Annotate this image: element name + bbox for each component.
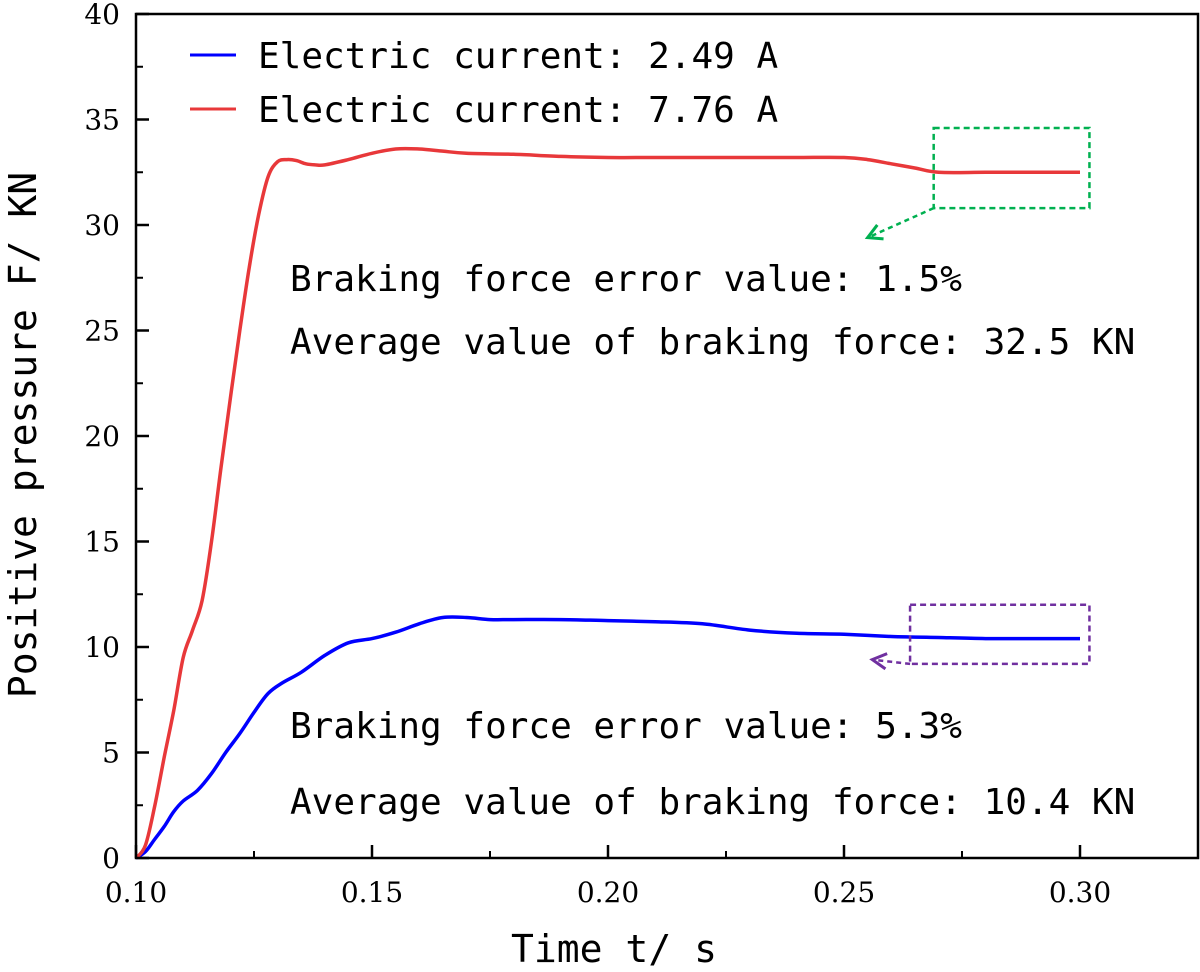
x-tick-label-4: 0.30 bbox=[1049, 876, 1111, 909]
highlight-boxes bbox=[864, 126, 1091, 671]
highlight-arrow-1 bbox=[872, 658, 911, 666]
x-axis-title: Time t/ s bbox=[511, 927, 717, 971]
legend-label-series-0: Electric current: 2.49 A bbox=[258, 36, 778, 77]
series-layer bbox=[134, 146, 1080, 860]
x-tick-label-2: 0.20 bbox=[577, 876, 639, 909]
highlight-arrowhead-1 bbox=[869, 652, 888, 671]
legend-label-series-1: Electric current: 7.76 A bbox=[258, 90, 778, 131]
series-line-1 bbox=[134, 146, 1080, 860]
y-tick-label-2: 10 bbox=[84, 631, 120, 664]
highlight-arrow-0 bbox=[867, 206, 935, 239]
annotation-blue-average: Average value of braking force: 10.4 KN bbox=[290, 782, 1135, 823]
y-tick-label-4: 20 bbox=[84, 420, 120, 453]
y-tick-label-0: 0 bbox=[102, 842, 120, 875]
annotation-red-average: Average value of braking force: 32.5 KN bbox=[290, 322, 1135, 363]
y-tick-label-6: 30 bbox=[84, 209, 120, 242]
annotation-blue-error: Braking force error value: 5.3% bbox=[290, 706, 962, 747]
annotation-red-error: Braking force error value: 1.5% bbox=[290, 259, 962, 300]
x-tick-label-3: 0.25 bbox=[813, 876, 875, 909]
y-tick-label-7: 35 bbox=[84, 104, 120, 137]
legend: Electric current: 2.49 A Electric curren… bbox=[190, 36, 778, 131]
y-tick-label-5: 25 bbox=[84, 315, 120, 348]
highlight-box-0 bbox=[932, 126, 1091, 210]
y-axis-title: Positive pressure F/ KN bbox=[1, 172, 45, 698]
highlight-box-1 bbox=[908, 603, 1091, 666]
y-tick-label-8: 40 bbox=[84, 0, 120, 31]
highlight-arrowhead-0 bbox=[864, 224, 884, 241]
plot-frame bbox=[134, 12, 1200, 860]
y-tick-label-1: 5 bbox=[102, 737, 120, 770]
x-tick-label-0: 0.10 bbox=[105, 876, 167, 909]
y-tick-label-3: 15 bbox=[84, 526, 120, 559]
series-line-0 bbox=[135, 615, 1080, 860]
x-tick-label-1: 0.15 bbox=[341, 876, 403, 909]
ticks-layer: 0 5 10 15 20 25 30 35 40 0.10 0.15 0.20 0.25 0.30 bbox=[84, 0, 1199, 909]
